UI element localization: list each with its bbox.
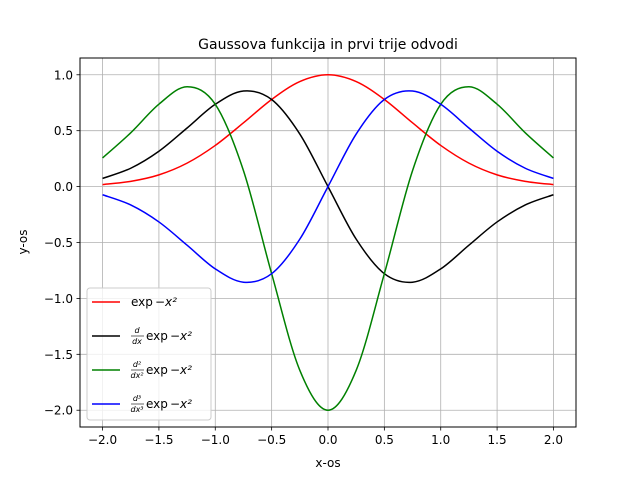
series-line-2 [102, 85, 554, 411]
legend-entry-1: d dx exp −x² [92, 326, 192, 346]
series-line-3 [102, 90, 554, 284]
legend-label-suffix: −x² [170, 329, 192, 343]
y-tick-label: 0.0 [54, 180, 73, 194]
legend-label-prefix: exp [146, 397, 168, 411]
x-tick-label: −2.0 [88, 433, 117, 447]
legend-frac-num: d³ [133, 394, 141, 403]
x-axis: −2.0 −1.5 −1.0 −0.5 0.0 0.5 1.0 1.5 2.0 [88, 427, 563, 447]
legend-label-prefix: exp [146, 363, 168, 377]
legend-label-prefix: exp [146, 329, 168, 343]
y-tick-label: 0.5 [54, 124, 73, 138]
x-tick-label: 0.5 [375, 433, 394, 447]
legend-frac-num: d² [133, 360, 142, 369]
legend-box [86, 287, 212, 421]
series-line-0 [102, 74, 554, 186]
x-tick-label: 2.0 [544, 433, 563, 447]
y-axis-label: y-os [16, 229, 30, 254]
legend-label-suffix: −x² [155, 295, 177, 309]
legend-frac-den: dx² [130, 371, 144, 380]
legend-frac-den: dx [132, 337, 142, 346]
legend-label-suffix: −x² [170, 363, 192, 377]
legend-entry-0: exp −x² [92, 295, 177, 309]
series-group [102, 74, 554, 411]
x-axis-label: x-os [315, 456, 340, 470]
y-tick-label: −1.0 [44, 292, 73, 306]
x-tick-label: 1.0 [431, 433, 450, 447]
x-tick-label: −1.5 [144, 433, 173, 447]
x-tick-label: 1.5 [488, 433, 507, 447]
y-tick-label: −2.0 [44, 404, 73, 418]
x-tick-label: −0.5 [257, 433, 286, 447]
legend-frac-num: d [134, 326, 140, 335]
legend-entry-2: d² dx² exp −x² [92, 360, 192, 380]
chart-title: Gaussova funkcija in prvi trije odvodi [198, 37, 458, 53]
y-tick-label: −1.5 [44, 348, 73, 362]
legend-label-suffix: −x² [170, 397, 192, 411]
y-tick-label: 1.0 [54, 68, 73, 82]
legend-entry-3: d³ dx³ exp −x² [92, 394, 192, 414]
x-tick-label: −1.0 [201, 433, 230, 447]
legend-label-prefix: exp [131, 295, 153, 309]
y-tick-label: −0.5 [44, 236, 73, 250]
y-axis: −2.0 −1.5 −1.0 −0.5 0.0 0.5 1.0 [44, 68, 80, 418]
x-tick-label: 0.0 [318, 433, 337, 447]
legend-frac-den: dx³ [130, 405, 143, 414]
